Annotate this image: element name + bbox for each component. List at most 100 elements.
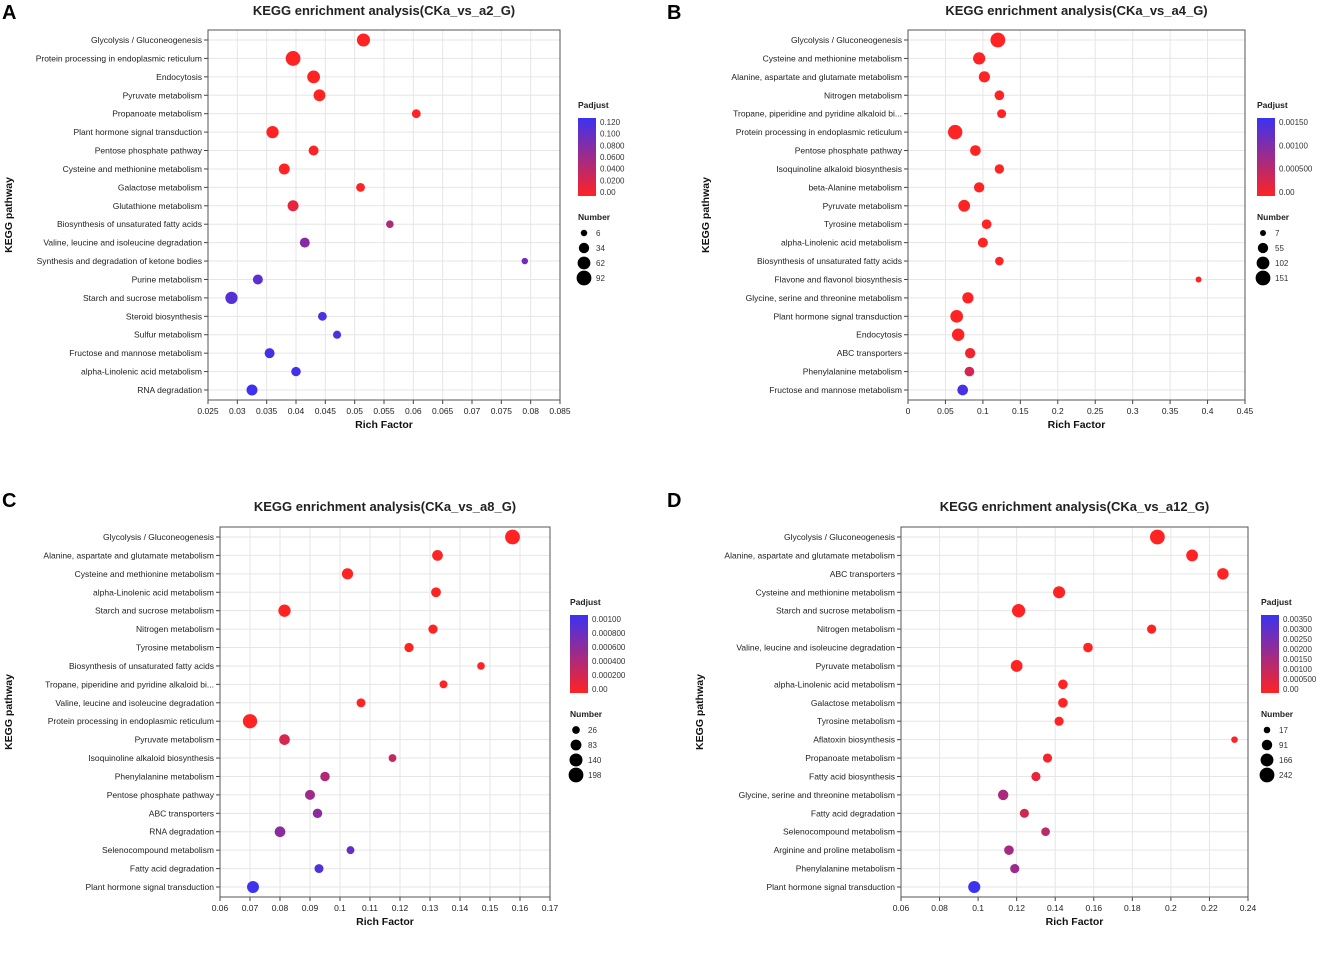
data-point — [995, 256, 1004, 266]
x-tick-label: 0.045 — [315, 406, 337, 416]
color-scale-label: 0.00300 — [1283, 625, 1312, 634]
size-legend-label: 83 — [588, 741, 597, 750]
color-scale-label: 0.00250 — [1283, 635, 1312, 644]
x-tick-label: 0.35 — [1162, 406, 1179, 416]
data-point — [964, 347, 976, 359]
color-scale-label: 0.000200 — [592, 671, 626, 680]
color-scale-label: 0.0800 — [600, 141, 625, 150]
data-point — [432, 550, 443, 561]
color-legend-title: Padjust — [570, 597, 601, 607]
size-legend-label: 151 — [1275, 274, 1289, 283]
size-legend-label: 55 — [1275, 244, 1284, 253]
x-tick-label: 0.15 — [482, 903, 499, 913]
x-tick-label: 0.1 — [972, 903, 984, 913]
size-legend-dot — [580, 229, 588, 237]
data-point — [1217, 568, 1229, 580]
data-point — [973, 182, 985, 193]
x-tick-label: 0.06 — [212, 903, 229, 913]
x-tick-label: 0.4 — [1202, 406, 1214, 416]
x-tick-label: 0.08 — [931, 903, 948, 913]
data-point — [950, 309, 964, 323]
color-scale-label: 0.000500 — [1283, 675, 1317, 684]
data-point — [285, 51, 301, 66]
data-point — [278, 163, 290, 175]
pathway-label: Alanine, aspartate and glutamate metabol… — [43, 550, 214, 560]
color-legend-title: Padjust — [1261, 597, 1292, 607]
size-legend-label: 62 — [596, 259, 605, 268]
x-tick-label: 0.065 — [432, 406, 454, 416]
panel-label-b: B — [667, 2, 682, 24]
data-point — [1042, 753, 1053, 763]
data-point — [299, 237, 310, 248]
data-point — [990, 32, 1006, 48]
size-legend-dot — [1261, 739, 1273, 751]
pathway-label: Selenocompound metabolism — [102, 845, 214, 855]
data-point — [957, 384, 968, 396]
grid — [897, 527, 1249, 901]
data-point — [1031, 771, 1041, 782]
pathway-label: Phenylalanine metabolism — [803, 367, 902, 377]
panel-d: KEGG enrichment analysis(CKa_vs_a12_G) 0.… — [663, 497, 1323, 957]
pathway-label: Flavone and flavonol biosynthesis — [774, 274, 902, 284]
x-tick-label: 0.11 — [362, 903, 378, 913]
x-tick-label: 0.16 — [512, 903, 529, 913]
x-axis-title: Rich Factor — [356, 916, 414, 928]
grid — [216, 527, 551, 901]
grid — [204, 30, 561, 404]
size-legend-dot — [569, 753, 583, 767]
pathway-label: Tyrosine metabolism — [817, 716, 895, 726]
pathway-label: Glycolysis / Gluconeogenesis — [791, 35, 902, 45]
pathway-label: Fatty acid biosynthesis — [809, 771, 895, 781]
data-point — [346, 846, 355, 855]
color-scale-label: 0.120 — [600, 118, 621, 127]
data-point — [439, 680, 448, 689]
pathway-label: Synthesis and degradation of ketone bodi… — [37, 256, 202, 266]
y-axis-title: KEGG pathway — [3, 674, 15, 750]
pathway-label: Endocytosis — [856, 330, 902, 340]
color-scale-label: 0.00 — [1279, 188, 1295, 197]
data-point — [225, 291, 238, 305]
color-scale-label: 0.000500 — [1279, 165, 1313, 174]
pathway-label: Cysteine and methionine metabolism — [75, 569, 214, 579]
data-point — [973, 52, 986, 65]
data-point — [977, 237, 988, 248]
pathway-label: Glutathione metabolism — [113, 201, 202, 211]
pathway-label: Glycolysis / Gluconeogenesis — [103, 532, 214, 542]
data-point — [1010, 660, 1023, 672]
pathway-label: Pentose phosphate pathway — [107, 790, 215, 800]
data-point — [242, 714, 258, 729]
size-legend-dot — [576, 270, 592, 286]
x-tick-label: 0.025 — [197, 406, 219, 416]
data-point — [1058, 697, 1068, 708]
data-point — [1019, 808, 1029, 818]
panel-label-d: D — [667, 490, 682, 512]
color-scale-label: 0.00 — [600, 188, 616, 197]
size-legend-label: 7 — [1275, 229, 1280, 238]
pathway-label: Pyruvate metabolism — [135, 735, 214, 745]
pathway-label: Nitrogen metabolism — [824, 90, 902, 100]
color-scale-label: 0.0200 — [600, 176, 625, 185]
pathway-label: Alanine, aspartate and glutamate metabol… — [724, 550, 895, 560]
data-point — [1041, 827, 1050, 837]
data-point — [356, 698, 366, 708]
data-point — [266, 125, 279, 139]
pathway-label: Galactose metabolism — [118, 182, 202, 192]
size-legend-label: 26 — [588, 726, 597, 735]
panel-label-c: C — [2, 490, 17, 512]
color-scale-label: 0.00100 — [592, 615, 621, 624]
data-point — [1149, 529, 1165, 545]
color-scale-label: 0.0400 — [600, 165, 625, 174]
x-tick-label: 0.075 — [491, 406, 513, 416]
data-point — [981, 219, 992, 230]
data-point — [247, 881, 259, 893]
size-legend-label: 102 — [1275, 259, 1289, 268]
size-legend-label: 166 — [1279, 756, 1293, 765]
x-tick-label: 0.2 — [1165, 903, 1177, 913]
color-legend-title: Padjust — [578, 100, 609, 110]
pathway-label: beta-Alanine metabolism — [808, 182, 902, 192]
x-tick-label: 0.08 — [272, 903, 289, 913]
pathway-label: alpha-Linolenic acid metabolism — [81, 367, 202, 377]
data-point — [997, 789, 1009, 801]
size-legend-dot — [1263, 726, 1271, 734]
data-point — [1004, 845, 1014, 855]
